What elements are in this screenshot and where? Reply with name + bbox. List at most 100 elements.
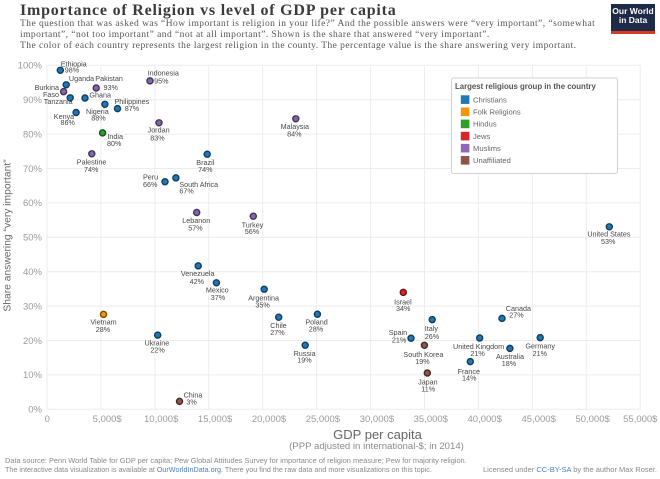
- svg-text:20%: 20%: [23, 336, 43, 347]
- svg-text:40%: 40%: [23, 267, 43, 278]
- svg-text:India: India: [107, 132, 123, 141]
- svg-text:Uganda: Uganda: [69, 74, 94, 83]
- svg-text:35%: 35%: [255, 301, 270, 310]
- svg-text:21%: 21%: [470, 349, 485, 358]
- svg-text:10,000$: 10,000$: [144, 414, 179, 425]
- svg-text:50%: 50%: [23, 233, 43, 244]
- svg-text:56%: 56%: [245, 227, 260, 236]
- svg-text:40,000$: 40,000$: [468, 414, 503, 425]
- svg-text:Muslims: Muslims: [473, 144, 501, 153]
- svg-text:14%: 14%: [462, 373, 477, 382]
- svg-text:15,000$: 15,000$: [198, 414, 233, 425]
- svg-text:China: China: [184, 390, 203, 399]
- svg-text:53%: 53%: [601, 237, 616, 246]
- svg-text:3%: 3%: [186, 397, 197, 406]
- svg-text:Germany: Germany: [525, 342, 555, 351]
- svg-text:South Korea: South Korea: [403, 350, 443, 359]
- svg-text:50,000$: 50,000$: [575, 414, 610, 425]
- svg-text:0%: 0%: [28, 405, 42, 416]
- svg-text:Christians: Christians: [473, 95, 507, 104]
- svg-text:Philippines: Philippines: [115, 97, 150, 106]
- svg-text:Nigeria: Nigeria: [86, 107, 109, 116]
- svg-text:25,000$: 25,000$: [306, 414, 341, 425]
- svg-text:Lebanon: Lebanon: [182, 216, 210, 225]
- svg-text:Russia: Russia: [294, 349, 316, 358]
- svg-text:Hindus: Hindus: [473, 120, 497, 129]
- svg-text:22%: 22%: [150, 345, 165, 354]
- svg-text:Israel: Israel: [394, 297, 412, 306]
- svg-text:South Africa: South Africa: [179, 180, 218, 189]
- svg-text:30,000$: 30,000$: [360, 414, 395, 425]
- svg-text:Canada: Canada: [506, 304, 531, 313]
- svg-text:Kenya: Kenya: [54, 112, 74, 121]
- svg-text:Jews: Jews: [473, 132, 491, 141]
- svg-text:Tanzania: Tanzania: [44, 97, 73, 106]
- svg-text:Argentina: Argentina: [248, 294, 279, 303]
- svg-text:19%: 19%: [415, 357, 430, 366]
- svg-text:France: France: [458, 367, 480, 376]
- svg-text:Palestine: Palestine: [77, 158, 107, 167]
- svg-text:Malaysia: Malaysia: [281, 122, 309, 131]
- svg-text:26%: 26%: [425, 332, 440, 341]
- svg-text:100%: 100%: [18, 61, 43, 72]
- svg-text:98%: 98%: [65, 66, 80, 75]
- svg-text:Largest religious group in the: Largest religious group in the country: [455, 82, 596, 91]
- svg-text:95%: 95%: [154, 77, 169, 86]
- svg-text:66%: 66%: [143, 180, 158, 189]
- svg-text:20,000$: 20,000$: [252, 414, 287, 425]
- svg-text:67%: 67%: [179, 186, 194, 195]
- svg-text:84%: 84%: [287, 129, 302, 138]
- svg-text:88%: 88%: [91, 113, 106, 122]
- svg-text:GDP per capita: GDP per capita: [333, 427, 422, 442]
- svg-text:United States: United States: [587, 230, 631, 239]
- svg-text:Unaffiliated: Unaffiliated: [473, 156, 511, 165]
- svg-text:35,000$: 35,000$: [414, 414, 449, 425]
- svg-text:27%: 27%: [509, 311, 524, 320]
- svg-text:0: 0: [45, 414, 50, 425]
- svg-text:80%: 80%: [107, 139, 122, 148]
- svg-text:Folk Religions: Folk Religions: [473, 108, 521, 117]
- svg-text:United Kingdom: United Kingdom: [453, 342, 504, 351]
- svg-text:60%: 60%: [23, 198, 43, 209]
- svg-text:10%: 10%: [23, 370, 43, 381]
- svg-text:Burkina: Burkina: [35, 83, 59, 92]
- svg-text:21%: 21%: [533, 349, 548, 358]
- svg-text:74%: 74%: [84, 165, 99, 174]
- svg-text:45,000$: 45,000$: [522, 414, 557, 425]
- svg-text:Ethiopia: Ethiopia: [61, 60, 87, 69]
- svg-text:Pakistan: Pakistan: [95, 74, 123, 83]
- svg-text:21%: 21%: [392, 335, 407, 344]
- svg-text:83%: 83%: [150, 133, 165, 142]
- svg-text:30%: 30%: [23, 301, 43, 312]
- svg-text:Venezuela: Venezuela: [181, 269, 215, 278]
- svg-text:Japan: Japan: [418, 377, 438, 386]
- svg-text:86%: 86%: [61, 118, 76, 127]
- svg-text:90%: 90%: [23, 95, 43, 106]
- svg-text:Ghana: Ghana: [89, 90, 111, 99]
- svg-text:Spain: Spain: [389, 328, 407, 337]
- svg-text:57%: 57%: [188, 224, 203, 233]
- svg-text:87%: 87%: [125, 104, 140, 113]
- svg-text:93%: 93%: [104, 83, 119, 92]
- svg-text:Peru: Peru: [143, 172, 158, 181]
- svg-text:42%: 42%: [190, 277, 205, 286]
- svg-text:Indonesia: Indonesia: [148, 69, 179, 78]
- svg-text:37%: 37%: [211, 293, 226, 302]
- svg-text:(PPP adjusted in international: (PPP adjusted in international-$; in 201…: [289, 441, 464, 452]
- svg-text:Brazil: Brazil: [196, 158, 214, 167]
- svg-text:28%: 28%: [96, 325, 111, 334]
- svg-text:Italy: Italy: [425, 324, 439, 333]
- svg-text:Share answering “very importan: Share answering “very important”: [3, 159, 14, 312]
- svg-text:Australia: Australia: [496, 352, 524, 361]
- svg-text:Chile: Chile: [270, 321, 286, 330]
- svg-text:55,000$: 55,000$: [623, 414, 658, 425]
- svg-text:Jordan: Jordan: [148, 126, 170, 135]
- svg-text:80%: 80%: [23, 129, 43, 140]
- svg-text:Vietnam: Vietnam: [90, 318, 116, 327]
- svg-text:Ukraine: Ukraine: [145, 339, 170, 348]
- svg-text:74%: 74%: [198, 165, 213, 174]
- svg-text:28%: 28%: [309, 325, 324, 334]
- svg-text:70%: 70%: [23, 164, 43, 175]
- svg-text:27%: 27%: [270, 328, 285, 337]
- svg-text:34%: 34%: [396, 304, 411, 313]
